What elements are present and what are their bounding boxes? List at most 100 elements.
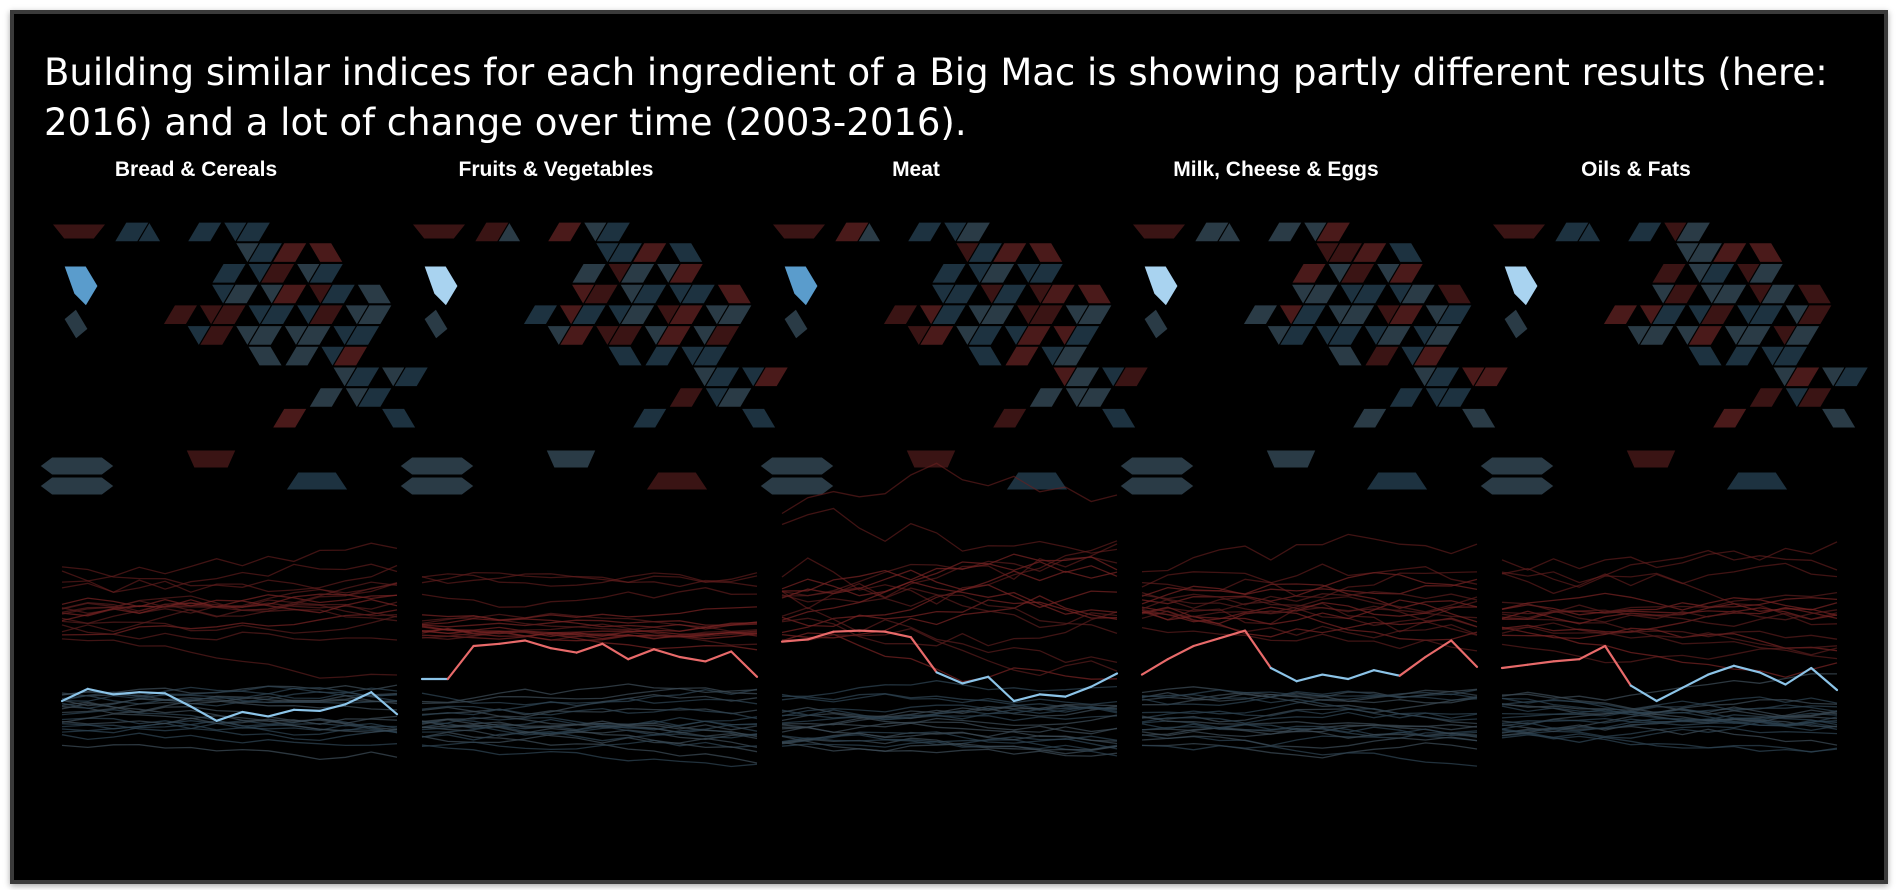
series-line [1141,610,1478,639]
tile [704,366,742,388]
series-line [1501,712,1838,730]
tile [1302,283,1340,305]
series-line [1141,735,1478,749]
tile [759,476,835,496]
tile [50,223,108,240]
tile [1027,304,1065,326]
highlight-line-segment [498,639,527,645]
highlight-line-segment [678,655,707,663]
tile [1193,221,1231,243]
tile [285,471,349,491]
tile [246,345,284,367]
tile [1351,407,1389,429]
tile [1411,345,1450,367]
highlight-line-segment [549,647,578,654]
series-line [781,712,1118,727]
tile [1759,283,1797,305]
highlight-line-segment [1398,655,1427,677]
series-line [1141,602,1478,636]
series-line [61,715,398,725]
series-line [781,721,1118,735]
highlight-line-segment [1269,666,1298,683]
panel-title: Fruits & Vegetables [459,158,654,181]
tile [1051,345,1090,367]
series-line [781,507,1118,554]
tile [380,407,418,429]
tile-map [759,221,1150,496]
tile [667,242,705,264]
tile [1625,449,1677,469]
series-line [421,619,758,628]
tile [1076,387,1114,408]
tile [1399,283,1437,305]
highlight-line-segment [60,687,89,703]
tile [545,449,597,469]
series-line [61,597,398,614]
tile [1075,283,1113,305]
tile [582,283,620,305]
series-line [421,739,758,751]
highlight-line-segment [909,636,938,674]
tile [783,308,809,340]
tile [271,407,309,429]
tile-map [39,221,430,496]
tile [392,366,430,388]
highlight-line-segment [86,687,115,696]
highlight-line-segment [1218,629,1247,640]
series-line [421,697,758,712]
series-line [1501,733,1838,753]
highlight-line-segment [1295,673,1324,683]
line-chart [1500,541,1839,753]
tile [1796,387,1834,408]
highlight-line-segment [1140,658,1169,676]
highlight-line-segment [1732,664,1761,674]
tile [521,304,560,326]
highlight-line-segment [1578,644,1607,661]
tile [966,345,1004,367]
tile [631,242,669,264]
series-line [61,718,398,734]
series-line [1141,583,1478,609]
series-line [1501,727,1838,743]
tile [1387,262,1425,284]
tile [1424,366,1462,388]
series-line [1501,622,1838,640]
tile [355,283,393,305]
page-title: Building similar indices for each ingred… [44,51,1828,144]
highlight-tile [1503,265,1539,307]
series-line [781,715,1118,724]
tile [423,308,449,340]
highlight-line-segment [1655,686,1684,703]
highlight-line-segment [112,691,141,696]
series-line [61,581,398,615]
tile [1699,262,1737,284]
tile [546,221,584,243]
series-line [1141,571,1478,605]
series-line [61,594,398,617]
tile [594,221,632,243]
highlight-line-segment [163,692,192,708]
tile [1711,407,1749,429]
series-line [61,615,398,634]
panel-title: Meat [892,158,940,181]
tile [1143,308,1169,340]
series-line [61,732,398,747]
tile [631,283,669,305]
tile [979,304,1017,326]
series-line [1141,711,1478,724]
tile [1130,223,1188,240]
series-line [1501,696,1838,719]
panel-3: Meat [759,158,1150,757]
tile [954,221,992,243]
tile [39,476,115,496]
series-line [421,731,758,764]
highlight-tile [63,265,99,307]
series-line [61,542,398,583]
tile [966,242,1005,264]
tile [643,345,681,367]
tile [307,242,345,264]
series-line [1141,571,1478,599]
series-line [1501,697,1838,712]
series-line [781,553,1118,592]
tile [186,221,224,243]
